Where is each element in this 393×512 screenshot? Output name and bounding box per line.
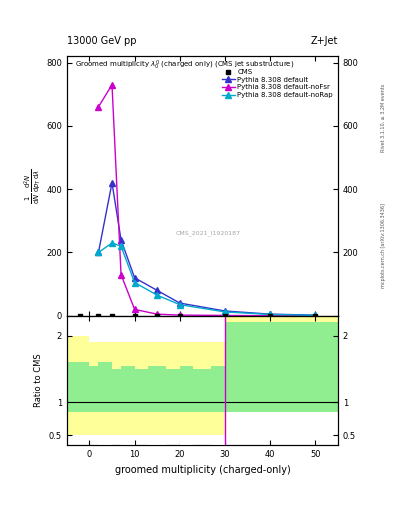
Pythia 8.308 default (178, 300, 182, 306)
Pythia 8.308 default-noFsr (222, 312, 227, 318)
Pythia 8.308 default-noRap (132, 280, 137, 286)
Text: 13000 GeV pp: 13000 GeV pp (67, 36, 136, 46)
CMS (178, 313, 182, 319)
X-axis label: groomed multiplicity (charged-only): groomed multiplicity (charged-only) (114, 465, 290, 475)
CMS (132, 313, 137, 319)
Pythia 8.308 default (155, 287, 160, 293)
Pythia 8.308 default (222, 308, 227, 314)
Y-axis label: $\frac{1}{\mathrm{d}N}\,\frac{\mathrm{d}^2N}{\mathrm{d}p_T\,\mathrm{d}\lambda}$: $\frac{1}{\mathrm{d}N}\,\frac{\mathrm{d}… (22, 168, 43, 204)
Legend: CMS, Pythia 8.308 default, Pythia 8.308 default-noFsr, Pythia 8.308 default-noRa: CMS, Pythia 8.308 default, Pythia 8.308 … (221, 68, 334, 99)
Pythia 8.308 default (96, 249, 101, 255)
Text: CMS_2021_I1920187: CMS_2021_I1920187 (175, 230, 240, 236)
Pythia 8.308 default (268, 311, 273, 317)
Pythia 8.308 default-noRap (268, 311, 273, 317)
CMS (78, 313, 83, 319)
Pythia 8.308 default-noFsr (96, 104, 101, 110)
Pythia 8.308 default-noRap (155, 292, 160, 298)
Pythia 8.308 default-noRap (313, 312, 318, 318)
Pythia 8.308 default-noRap (222, 309, 227, 315)
Text: Groomed multiplicity $\lambda_0^0$ (charged only) (CMS jet substructure): Groomed multiplicity $\lambda_0^0$ (char… (75, 59, 294, 72)
Pythia 8.308 default-noFsr (268, 313, 273, 319)
CMS (155, 313, 160, 319)
Pythia 8.308 default (119, 237, 123, 243)
Pythia 8.308 default (313, 312, 318, 318)
Line: Pythia 8.308 default: Pythia 8.308 default (95, 180, 318, 318)
Pythia 8.308 default-noFsr (155, 311, 160, 317)
Text: Z+Jet: Z+Jet (310, 36, 338, 46)
CMS (222, 313, 227, 319)
Pythia 8.308 default (132, 275, 137, 281)
Pythia 8.308 default-noRap (178, 302, 182, 308)
Pythia 8.308 default-noRap (110, 240, 114, 246)
Text: mcplots.cern.ch [arXiv:1306.3436]: mcplots.cern.ch [arXiv:1306.3436] (381, 203, 386, 288)
Pythia 8.308 default-noFsr (119, 271, 123, 278)
Y-axis label: Ratio to CMS: Ratio to CMS (34, 354, 43, 408)
CMS (313, 313, 318, 319)
Pythia 8.308 default-noRap (119, 243, 123, 249)
Pythia 8.308 default-noFsr (178, 312, 182, 318)
Line: CMS: CMS (78, 313, 318, 318)
Pythia 8.308 default (110, 180, 114, 186)
Line: Pythia 8.308 default-noFsr: Pythia 8.308 default-noFsr (95, 82, 318, 318)
CMS (268, 313, 273, 319)
CMS (110, 313, 114, 319)
Line: Pythia 8.308 default-noRap: Pythia 8.308 default-noRap (95, 240, 318, 318)
Pythia 8.308 default-noFsr (313, 313, 318, 319)
Text: Rivet 3.1.10, ≥ 3.2M events: Rivet 3.1.10, ≥ 3.2M events (381, 83, 386, 152)
Pythia 8.308 default-noFsr (110, 82, 114, 88)
Pythia 8.308 default-noRap (96, 249, 101, 255)
Pythia 8.308 default-noFsr (132, 306, 137, 312)
CMS (96, 313, 101, 319)
